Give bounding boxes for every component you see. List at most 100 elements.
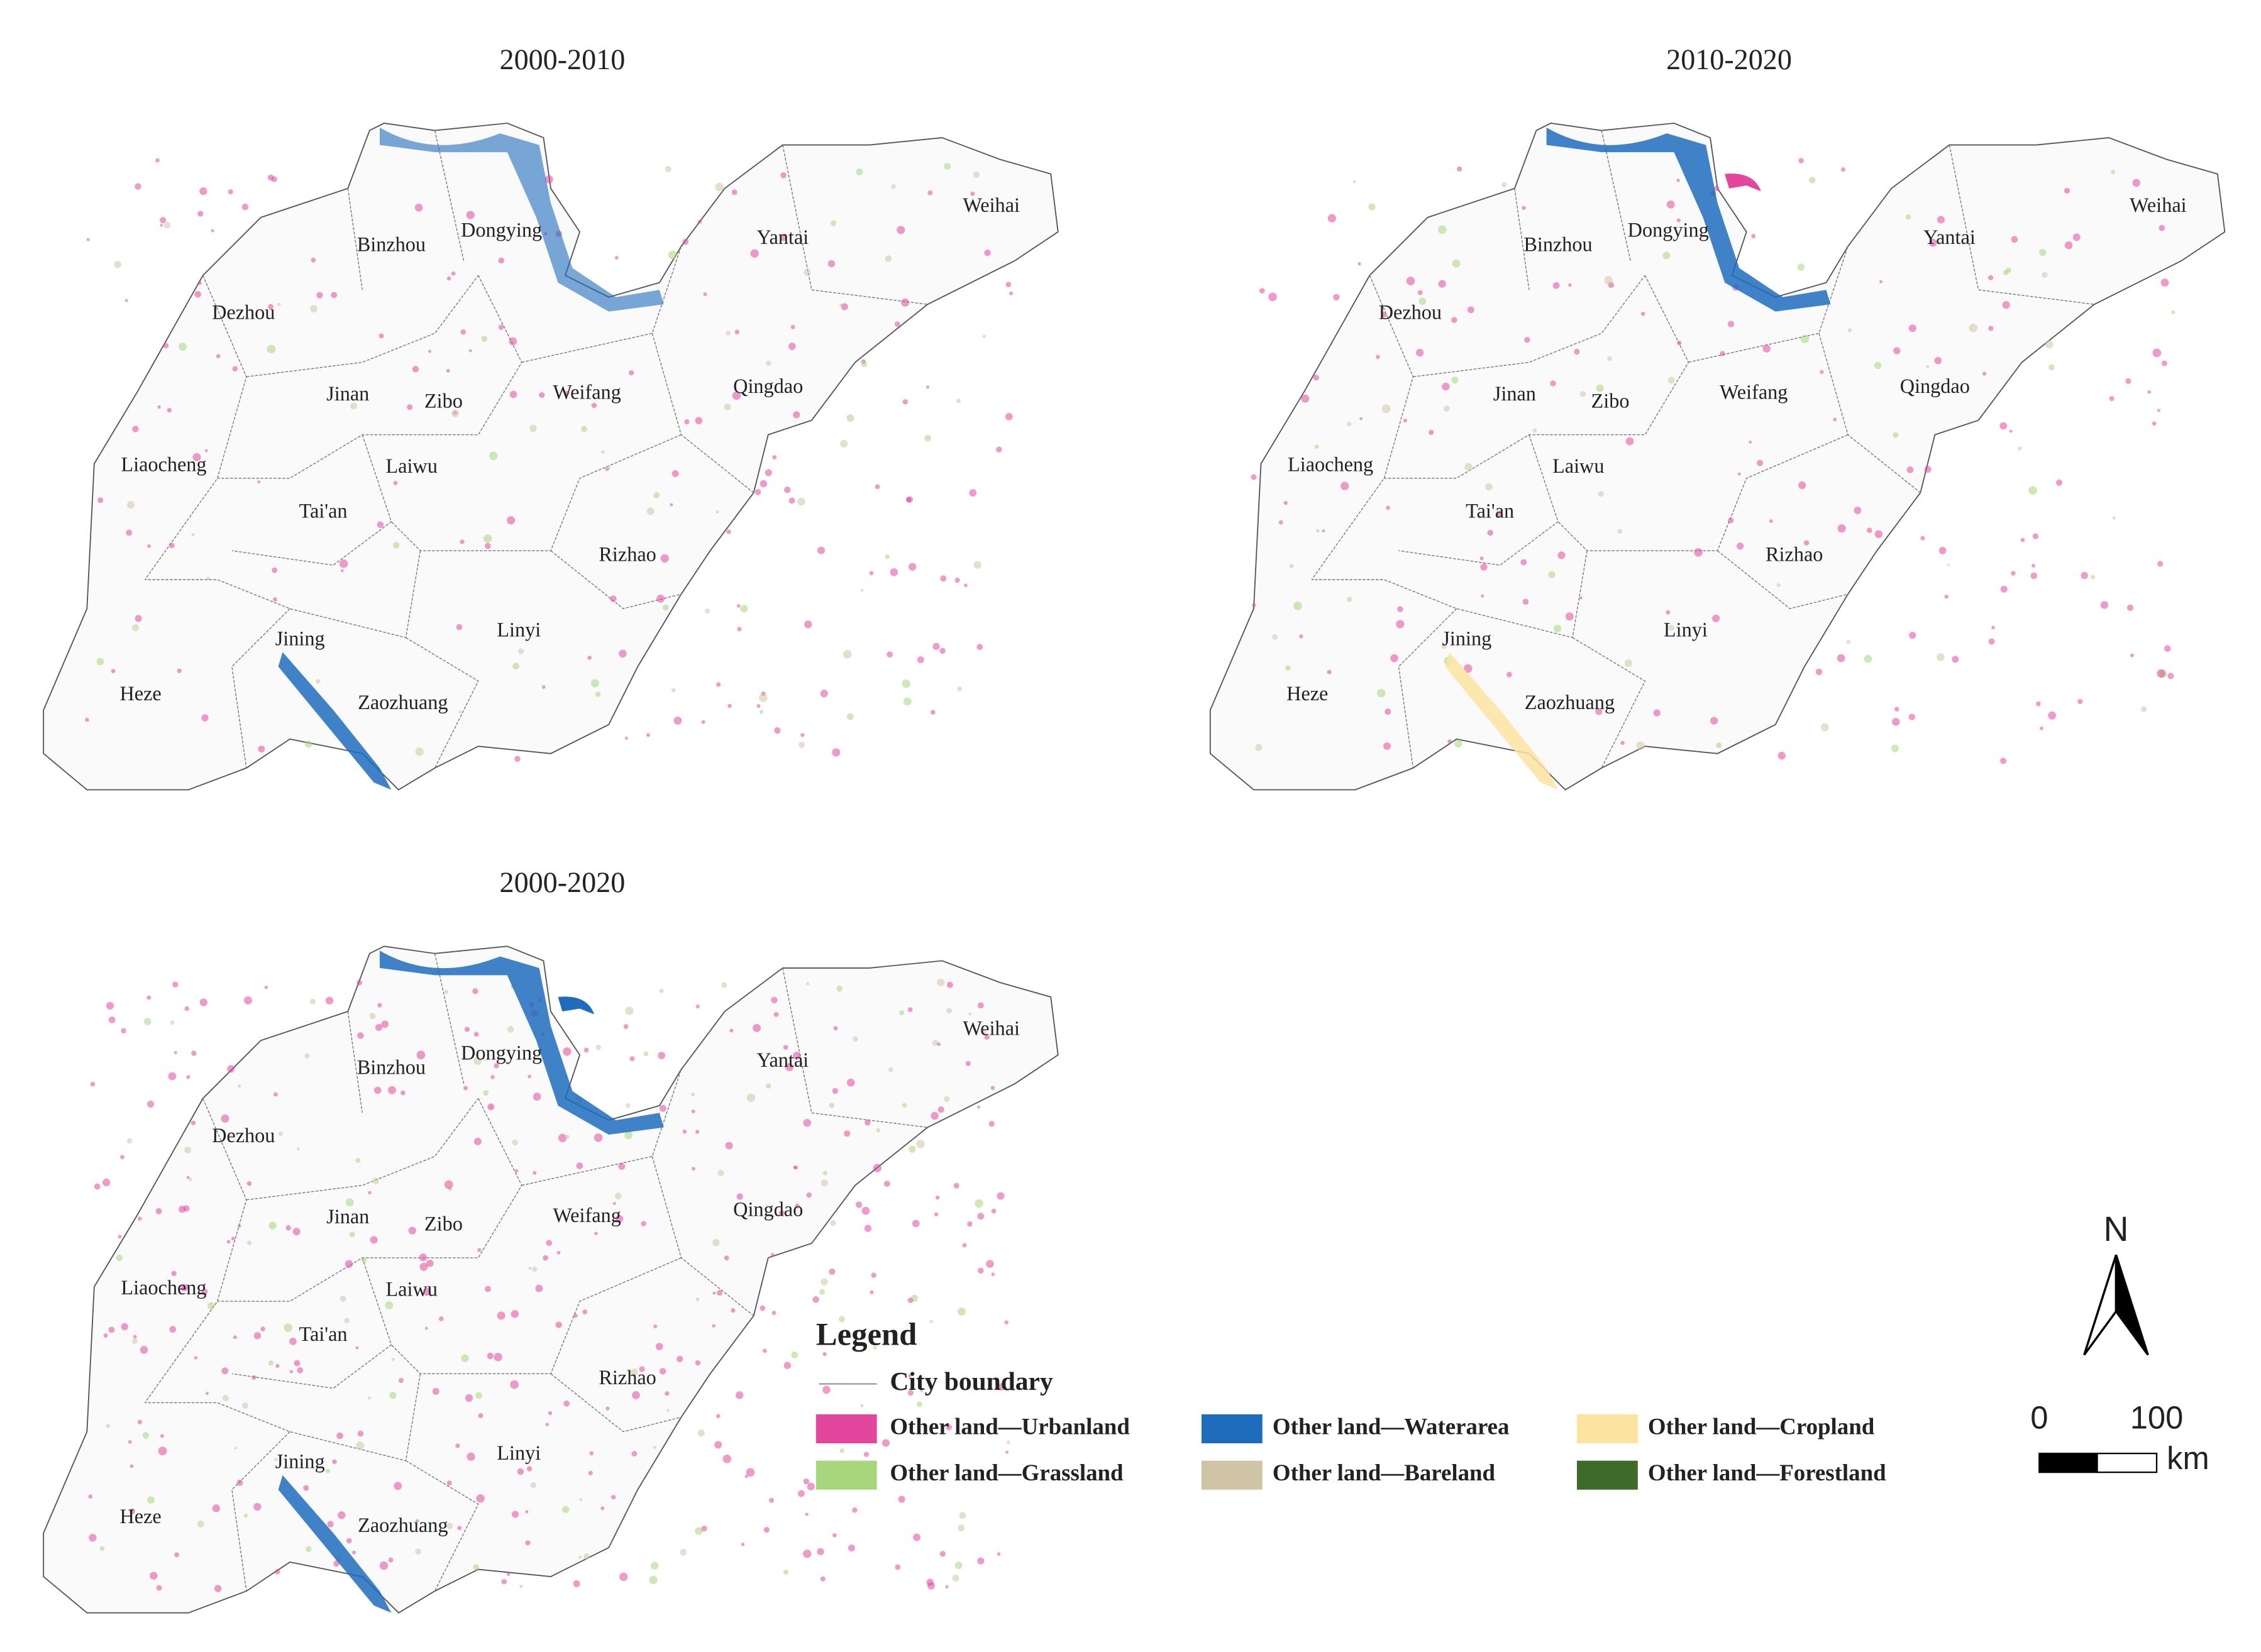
land-change-patch [691, 1093, 695, 1097]
land-change-patch [340, 569, 344, 573]
land-change-patch [1716, 742, 1722, 749]
land-change-patch [385, 1301, 394, 1309]
land-change-patch [2091, 575, 2095, 580]
land-change-patch [1480, 563, 1488, 571]
land-change-patch [623, 1024, 629, 1029]
land-change-patch [977, 1105, 980, 1109]
land-change-patch [965, 1060, 971, 1066]
city-label: Dongying [1628, 218, 1709, 241]
legend-swatch [1201, 1460, 1263, 1490]
land-change-patch [812, 1296, 819, 1303]
land-change-patch [1924, 466, 1932, 473]
land-change-patch [946, 981, 953, 988]
land-change-patch [336, 1432, 343, 1440]
land-change-patch [497, 1311, 506, 1320]
land-change-patch [1397, 606, 1403, 612]
land-change-patch [216, 354, 221, 358]
land-change-patch [582, 1309, 588, 1314]
land-change-patch [1565, 612, 1574, 621]
land-change-patch [988, 1121, 995, 1127]
land-change-patch [729, 1028, 734, 1033]
coastal-change [379, 950, 664, 1135]
land-change-patch [701, 720, 705, 724]
land-change-patch [1496, 510, 1503, 517]
land-change-patch [191, 1120, 196, 1126]
land-change-patch [1617, 529, 1623, 534]
land-change-patch [939, 1551, 946, 1557]
land-change-patch [1346, 422, 1352, 427]
land-change-patch [155, 1208, 162, 1214]
land-change-patch [766, 1083, 771, 1089]
land-change-patch [2002, 300, 2010, 309]
land-change-patch [546, 1240, 553, 1247]
land-change-patch [907, 1297, 914, 1303]
city-label: Laiwu [1552, 454, 1604, 477]
land-change-patch [426, 1259, 434, 1267]
land-change-patch [116, 1254, 123, 1262]
land-change-patch [171, 1270, 177, 1277]
land-change-patch [563, 1401, 570, 1407]
land-change-patch [204, 449, 208, 453]
land-change-patch [624, 1131, 633, 1140]
city-label: Dezhou [212, 301, 275, 324]
land-change-patch [1299, 634, 1303, 639]
land-change-patch [1381, 404, 1391, 414]
land-change-patch [944, 163, 951, 170]
land-change-patch [937, 978, 945, 987]
land-change-patch [1727, 321, 1735, 328]
land-change-patch [611, 551, 616, 556]
land-change-patch [1596, 384, 1604, 392]
land-change-patch [1278, 520, 1283, 525]
land-change-patch [191, 1050, 197, 1056]
land-change-patch [268, 1221, 277, 1230]
land-change-patch [885, 554, 890, 559]
land-change-patch [186, 1176, 190, 1179]
land-change-patch [1506, 671, 1512, 678]
land-change-patch [206, 576, 210, 580]
land-change-patch [2132, 179, 2141, 187]
land-change-patch [494, 1063, 499, 1069]
land-change-patch [1991, 625, 1995, 630]
land-change-patch [653, 1324, 658, 1329]
land-change-patch [168, 1072, 177, 1081]
land-change-patch [392, 542, 400, 549]
land-change-patch [458, 710, 462, 714]
land-change-patch [1867, 527, 1872, 533]
land-change-patch [350, 402, 357, 410]
land-change-patch [465, 1394, 473, 1402]
land-change-patch [773, 1011, 779, 1017]
land-change-patch [106, 1001, 114, 1010]
land-change-patch [163, 343, 169, 349]
land-change-patch [273, 597, 277, 602]
land-change-patch [352, 1550, 357, 1555]
land-change-patch [865, 1120, 871, 1126]
land-change-patch [908, 563, 917, 571]
land-change-patch [1840, 167, 1846, 172]
land-change-patch [829, 1103, 835, 1108]
land-change-patch [186, 1075, 191, 1079]
land-change-patch [525, 1510, 529, 1514]
land-change-patch [1864, 654, 1872, 663]
land-change-patch [494, 1353, 502, 1362]
land-change-patch [373, 1086, 382, 1094]
city-label: Yantai [756, 226, 809, 248]
land-change-patch [1548, 571, 1556, 578]
land-change-patch [653, 1445, 657, 1450]
land-change-patch [717, 1290, 722, 1296]
land-change-patch [820, 1576, 826, 1582]
land-change-patch [984, 249, 991, 256]
land-change-patch [1833, 417, 1837, 422]
land-change-patch [86, 238, 90, 241]
land-change-patch [389, 1392, 397, 1399]
land-change-patch [986, 1260, 994, 1268]
land-change-patch [2000, 757, 2007, 764]
land-change-patch [2030, 572, 2038, 580]
land-change-patch [356, 1441, 365, 1450]
land-change-patch [1485, 483, 1493, 491]
land-change-patch [1005, 1450, 1009, 1454]
land-change-patch [444, 1180, 453, 1189]
land-change-patch [1520, 559, 1527, 566]
land-change-patch [388, 1557, 394, 1563]
land-change-patch [1598, 491, 1604, 497]
land-change-patch [1736, 542, 1744, 550]
